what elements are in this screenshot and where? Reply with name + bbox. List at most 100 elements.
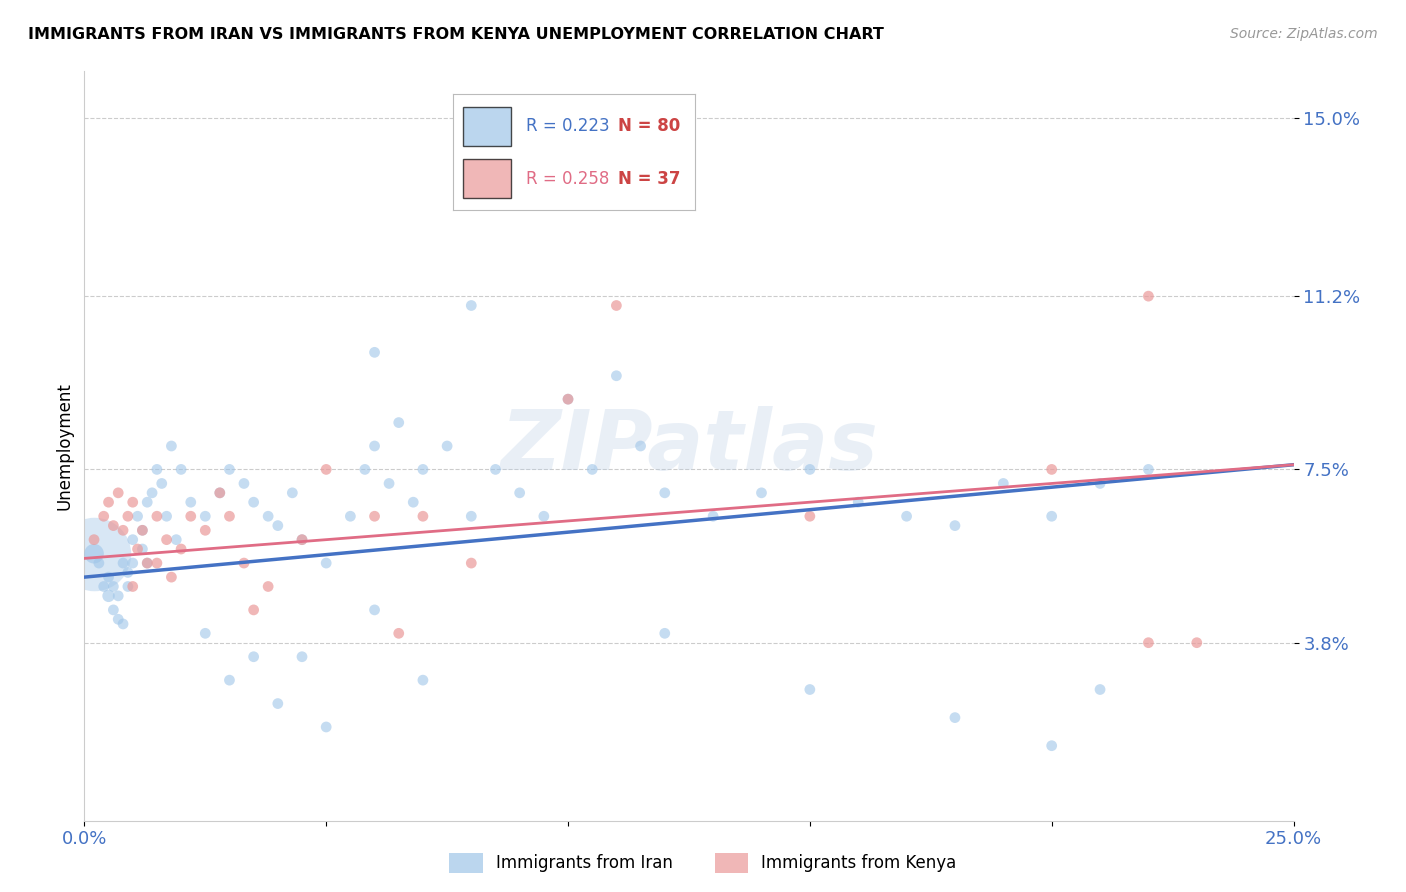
Point <box>131 523 153 537</box>
Point <box>165 533 187 547</box>
Point <box>103 580 125 594</box>
Point <box>83 547 105 561</box>
Point <box>208 485 231 500</box>
Point <box>117 580 139 594</box>
Point <box>1137 635 1160 649</box>
Point <box>233 476 256 491</box>
Point <box>460 298 482 313</box>
Point <box>146 556 169 570</box>
Point <box>1137 462 1160 476</box>
Point <box>363 439 385 453</box>
Point <box>363 345 385 359</box>
Point <box>121 495 143 509</box>
Point <box>136 556 159 570</box>
Point <box>83 547 105 561</box>
Point <box>180 509 202 524</box>
Point <box>131 523 153 537</box>
Point <box>97 495 120 509</box>
Point <box>112 523 135 537</box>
Point <box>180 495 202 509</box>
Point <box>170 462 193 476</box>
Point <box>107 485 129 500</box>
Point <box>155 533 177 547</box>
Point <box>1040 462 1063 476</box>
Point <box>97 589 120 603</box>
Point <box>242 649 264 664</box>
Point <box>1040 739 1063 753</box>
Text: ZIPatlas: ZIPatlas <box>501 406 877 486</box>
Point <box>605 368 627 383</box>
Point <box>402 495 425 509</box>
Point <box>1088 682 1111 697</box>
Point <box>354 462 377 476</box>
Y-axis label: Unemployment: Unemployment <box>55 382 73 510</box>
Point <box>388 416 411 430</box>
Point <box>799 682 821 697</box>
Point <box>436 439 458 453</box>
Point <box>654 626 676 640</box>
Point <box>112 617 135 632</box>
Point <box>127 509 149 524</box>
Point <box>557 392 579 407</box>
Point <box>291 649 314 664</box>
Point <box>281 485 304 500</box>
Point <box>751 485 773 500</box>
Point <box>103 603 125 617</box>
Point <box>702 509 724 524</box>
Point <box>242 603 264 617</box>
Point <box>654 485 676 500</box>
Point <box>170 541 193 557</box>
Point <box>242 495 264 509</box>
Point <box>208 485 231 500</box>
Point <box>378 476 401 491</box>
Point <box>121 556 143 570</box>
Point <box>799 509 821 524</box>
Point <box>993 476 1015 491</box>
Point <box>218 673 240 688</box>
Point <box>943 518 966 533</box>
Point <box>83 533 105 547</box>
Point <box>291 533 314 547</box>
Point <box>315 556 337 570</box>
Point <box>412 462 434 476</box>
Point <box>150 476 173 491</box>
Point <box>146 462 169 476</box>
Point <box>339 509 361 524</box>
Point <box>605 298 627 313</box>
Point <box>363 603 385 617</box>
Point <box>257 509 280 524</box>
Point <box>127 541 149 557</box>
Point <box>107 612 129 626</box>
Point <box>121 533 143 547</box>
Point <box>412 673 434 688</box>
Point <box>112 556 135 570</box>
Point <box>194 509 217 524</box>
Point <box>1040 509 1063 524</box>
Point <box>141 485 163 500</box>
Point <box>630 439 652 453</box>
Point <box>315 462 337 476</box>
Point <box>155 509 177 524</box>
Point <box>412 509 434 524</box>
Point <box>218 462 240 476</box>
Point <box>799 462 821 476</box>
Point <box>460 509 482 524</box>
Point <box>218 509 240 524</box>
Point <box>194 626 217 640</box>
Point <box>117 566 139 580</box>
Point <box>93 580 115 594</box>
Point <box>315 720 337 734</box>
Point <box>97 570 120 584</box>
Point <box>1185 635 1208 649</box>
Text: Source: ZipAtlas.com: Source: ZipAtlas.com <box>1230 27 1378 41</box>
Point <box>581 462 603 476</box>
Point <box>107 589 129 603</box>
Point <box>291 533 314 547</box>
Point <box>943 710 966 724</box>
Point <box>1088 476 1111 491</box>
Point <box>388 626 411 640</box>
Point <box>257 580 280 594</box>
Point <box>460 556 482 570</box>
Point <box>160 439 183 453</box>
Point <box>509 485 531 500</box>
